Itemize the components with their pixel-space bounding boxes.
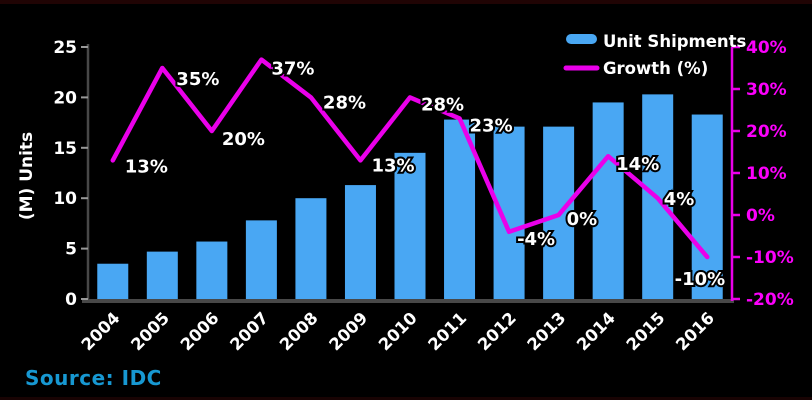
x-axis-label: 2015 xyxy=(623,308,669,354)
legend-label-unit-shipments: Unit Shipments xyxy=(603,32,747,51)
growth-point-label: -4% xyxy=(517,229,555,250)
growth-point-label: 13% xyxy=(125,156,168,177)
x-axis-label: 2010 xyxy=(375,308,421,354)
growth-point-label: 4% xyxy=(664,189,695,210)
right-axis-tick-label: 40% xyxy=(746,38,787,58)
bar-2006 xyxy=(196,241,228,299)
bar-2004 xyxy=(97,263,129,299)
growth-point-label: 37% xyxy=(271,59,314,80)
bottom-strip xyxy=(0,397,812,400)
right-axis-tick-label: 20% xyxy=(746,122,787,142)
x-axis-label: 2012 xyxy=(474,308,520,354)
bar-2007 xyxy=(245,220,277,299)
y-axis-tick-label: 10 xyxy=(53,189,77,209)
x-axis-label: 2014 xyxy=(573,308,619,354)
right-axis-tick-label: 10% xyxy=(746,164,787,184)
legend-swatch-unit-shipments xyxy=(566,34,597,44)
bar-2009 xyxy=(344,185,376,299)
x-axis-label: 2009 xyxy=(325,308,371,354)
y-axis-tick-label: 0 xyxy=(65,290,77,310)
source-label: Source: IDC xyxy=(25,366,162,390)
right-axis-tick-label: -10% xyxy=(746,248,794,268)
growth-point-label: 14% xyxy=(616,154,659,175)
growth-point-label: 35% xyxy=(176,69,219,90)
growth-point-label: -10% xyxy=(675,269,726,290)
right-axis-tick-label: -20% xyxy=(746,290,794,310)
right-axis-tick-label: 0% xyxy=(746,206,775,226)
x-axis-label: 2005 xyxy=(127,308,173,354)
legend-label-growth: Growth (%) xyxy=(603,59,708,78)
growth-line xyxy=(110,57,710,260)
right-axis-tick-label: 30% xyxy=(746,80,787,100)
bar-2016 xyxy=(691,114,723,299)
top-strip xyxy=(0,0,812,4)
growth-point-label: 23% xyxy=(470,115,513,136)
bar-2008 xyxy=(295,198,327,299)
x-axis-label: 2011 xyxy=(424,308,470,354)
x-axis-label: 2004 xyxy=(78,308,124,354)
growth-point-label: 28% xyxy=(421,94,464,115)
y-axis-tick-label: 15 xyxy=(53,139,77,159)
growth-point-label: 20% xyxy=(222,129,265,150)
y-axis-tick-label: 20 xyxy=(53,88,77,108)
bar-2014 xyxy=(592,102,624,299)
bar-2005 xyxy=(146,251,178,299)
x-axis-label: 2006 xyxy=(177,308,223,354)
bar-2011 xyxy=(444,119,476,300)
growth-point-label: 28% xyxy=(323,92,366,113)
x-axis-label: 2013 xyxy=(524,308,570,354)
x-axis-label: 2008 xyxy=(276,308,322,354)
bar-2010 xyxy=(394,152,426,299)
x-axis-label: 2016 xyxy=(672,308,718,354)
y-axis-title: (M) Units xyxy=(17,132,37,220)
growth-point-label: 13% xyxy=(371,155,414,176)
bar-2012 xyxy=(493,126,525,300)
growth-point-label: 0% xyxy=(567,209,598,230)
y-axis-tick-label: 25 xyxy=(53,38,77,58)
x-axis-label: 2007 xyxy=(226,308,272,354)
y-axis-tick-label: 5 xyxy=(65,240,77,260)
